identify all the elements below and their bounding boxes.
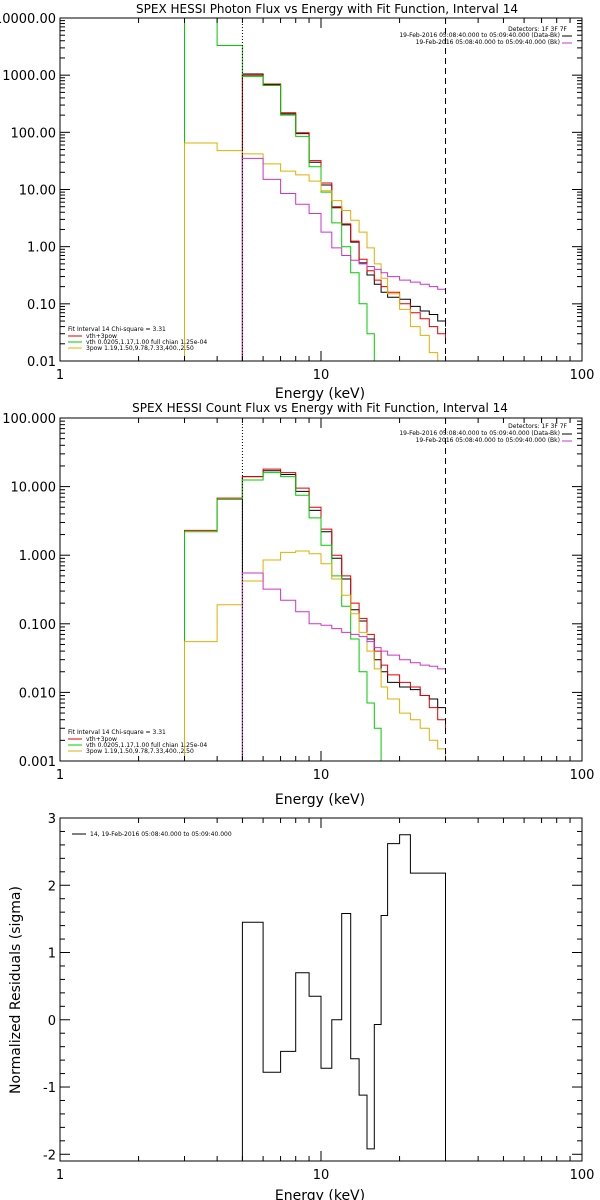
y-tick-label: 0.001 [19,755,56,770]
fit-legend-total: vth+3pow [86,736,117,743]
y-tick-label: 0 [48,1014,56,1029]
residuals-legend: 14, 19-Feb-2016 05:08:40.000 to 05:09:40… [72,831,232,838]
y-tick-label: 0.01 [27,355,56,370]
count-flux-title: SPEX HESSI Count Flux vs Energy with Fit… [132,401,508,415]
y-tick-label: 10.00 [19,184,56,199]
photon-flux-panel: SPEX HESSI Photon Flux vs Energy with Fi… [0,2,594,402]
y-tick-label: 0.100 [19,618,56,633]
top-legend: Detectors: 1F 3F 7F 19-Feb-2016 05:08:40… [399,423,572,444]
y-tick-label: -2 [43,1148,56,1163]
residuals-ylabel: Normalized Residuals (sigma) [8,886,24,1094]
y-tick-label: 1000.00 [2,69,56,84]
series-bk-line [241,572,446,761]
x-tick-label: 1 [56,1168,64,1183]
top-legend-bk: 19-Feb-2016 05:08:40.000 to 05:09:40.000… [416,437,560,444]
fit-legend-vth: vth 0.0205,1.17,1.00 full chian 1.25e-04 [86,742,207,749]
fit-legend-header: Fit Interval 14 Chi-square = 3.31 [68,326,166,333]
residuals-xlabel: Energy (keV) [275,1188,365,1200]
top-legend: Detectors: 1F 3F 7F 19-Feb-2016 05:08:40… [399,26,572,46]
top-legend-detectors: Detectors: 1F 3F 7F [508,26,567,33]
fit-legend-3pow: 3pow 1.19,1.50,9.78,7.33,400.,2.50 [86,345,194,352]
x-tick-label: 1 [56,768,64,783]
fit-legend-total: vth+3pow [86,333,117,340]
x-tick-label: 1 [56,368,64,383]
x-tick-label: 10 [313,1168,330,1183]
y-tick-label: 100.000 [2,412,56,427]
fit-legend-vth: vth 0.0205,1.17,1.00 full chian 1.25e-04 [86,339,207,346]
y-tick-label: 100.00 [11,126,57,141]
x-tick-label: 100 [570,368,595,383]
top-legend-data-bk: 19-Feb-2016 05:08:40.000 to 05:09:40.000… [399,32,560,39]
photon-flux-title: SPEX HESSI Photon Flux vs Energy with Fi… [136,2,518,16]
fit-legend: Fit Interval 14 Chi-square = 3.31 vth+3p… [68,326,207,352]
y-tick-label: 1 [48,947,56,962]
y-tick-label: 1.00 [27,241,56,256]
series-3pow-line [184,550,446,761]
series-bk-line [241,157,446,361]
top-legend-detectors: Detectors: 1F 3F 7F [508,423,567,430]
y-tick-label: 2 [48,879,56,894]
y-tick-label: 10000.00 [0,12,56,27]
y-tick-label: 0.10 [27,298,56,313]
count-flux-xlabel: Energy (keV) [275,792,365,808]
x-tick-label: 100 [570,1168,595,1183]
photon-flux-xlabel: Energy (keV) [275,386,365,402]
series-14-line [241,834,446,1161]
fit-legend-header: Fit Interval 14 Chi-square = 3.31 [68,729,166,736]
x-tick-label: 10 [313,368,330,383]
top-legend-data-bk: 19-Feb-2016 05:08:40.000 to 05:09:40.000… [399,430,560,437]
top-legend-bk: 19-Feb-2016 05:08:40.000 to 05:09:40.000… [416,39,560,46]
fit-legend-3pow: 3pow 1.19,1.50,9.78,7.33,400.,2.50 [86,748,194,755]
y-tick-label: 3 [48,812,56,827]
y-tick-label: 0.010 [19,686,56,701]
count-flux-panel: SPEX HESSI Count Flux vs Energy with Fit… [2,401,594,808]
y-tick-label: 10.000 [11,481,57,496]
series-vth-3pow-line [184,468,446,761]
x-tick-label: 10 [313,768,330,783]
y-tick-label: 1.000 [19,549,56,564]
fit-legend: Fit Interval 14 Chi-square = 3.31 vth+3p… [68,729,207,755]
residuals-legend-label: 14, 19-Feb-2016 05:08:40.000 to 05:09:40… [90,831,232,838]
residuals-panel: 1 10 100 -2 -1 0 1 2 3 14, 19-Feb-2016 05:08:40.… [8,812,594,1200]
y-tick-label: -1 [43,1081,56,1096]
x-tick-label: 100 [570,768,595,783]
